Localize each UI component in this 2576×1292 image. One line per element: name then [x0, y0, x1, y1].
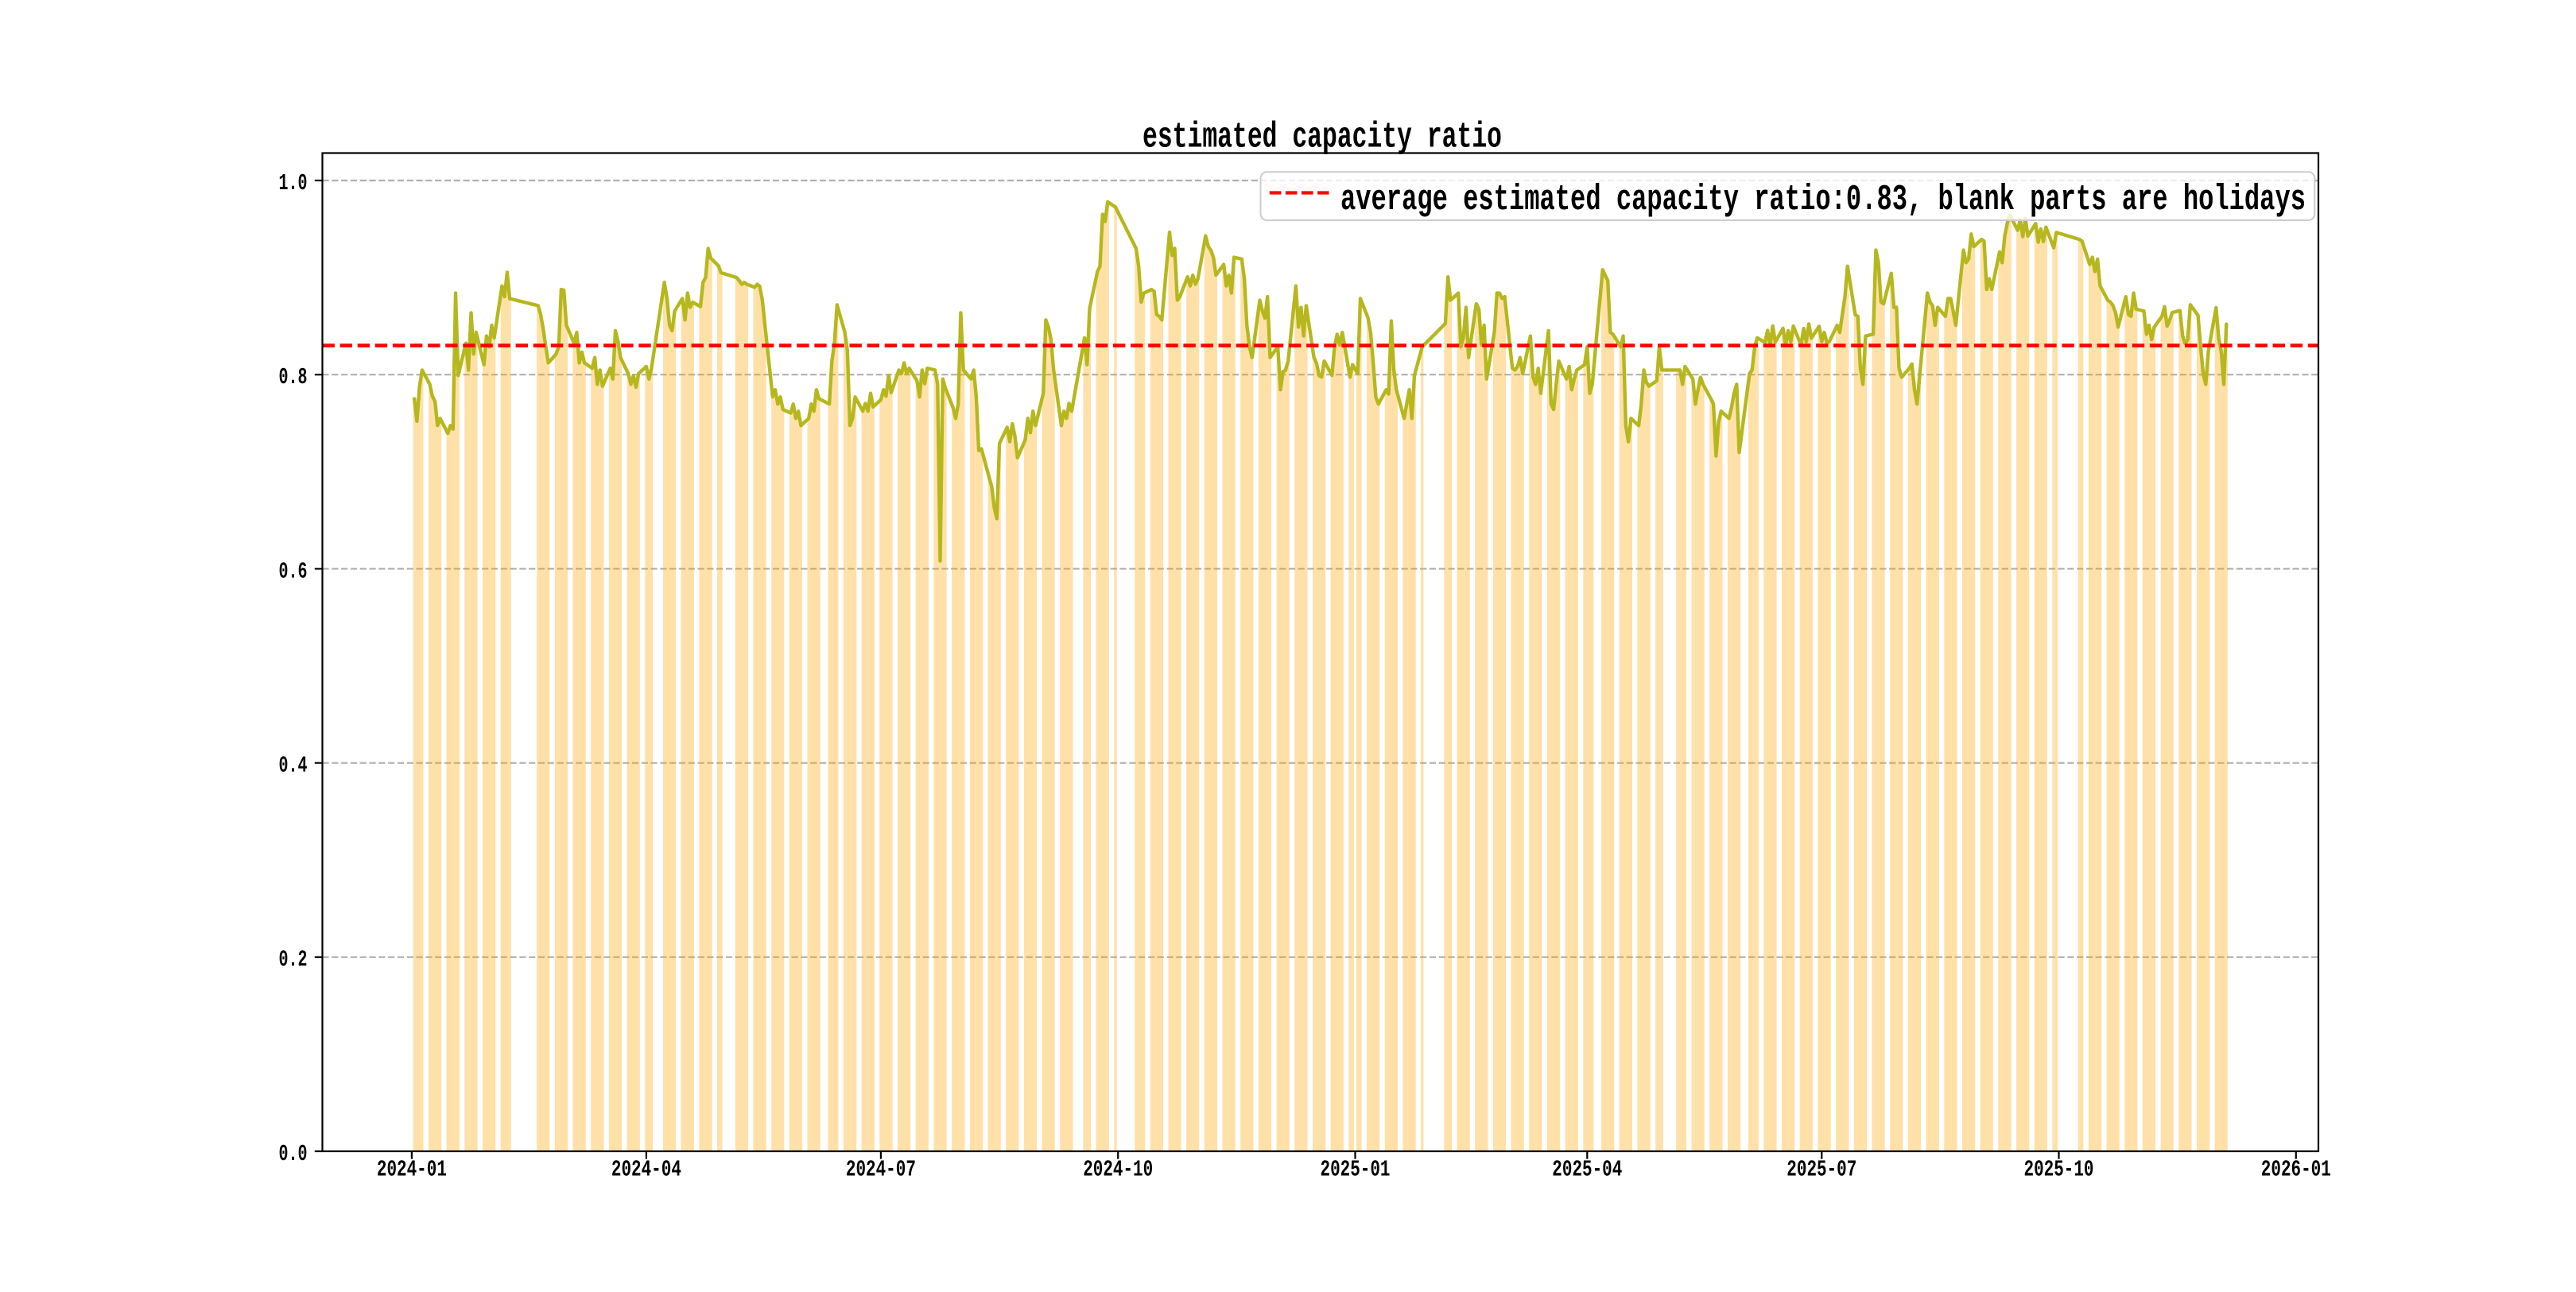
svg-text:2025-01: 2025-01: [1321, 1157, 1391, 1183]
svg-text:average estimated capacity rat: average estimated capacity ratio:0.83, b…: [1340, 180, 2306, 220]
svg-text:2026-01: 2026-01: [2261, 1157, 2331, 1183]
svg-text:0.2: 0.2: [279, 947, 308, 973]
svg-text:2024-04: 2024-04: [611, 1157, 681, 1183]
svg-text:estimated capacity ratio: estimated capacity ratio: [1143, 118, 1502, 158]
svg-text:0.0: 0.0: [279, 1141, 308, 1167]
svg-text:2024-07: 2024-07: [846, 1157, 916, 1183]
svg-text:0.8: 0.8: [279, 364, 308, 390]
svg-text:2025-07: 2025-07: [1787, 1157, 1856, 1183]
svg-text:0.6: 0.6: [279, 558, 308, 584]
svg-text:1.0: 1.0: [279, 170, 308, 196]
svg-text:0.4: 0.4: [279, 753, 308, 779]
svg-text:2025-04: 2025-04: [1552, 1157, 1622, 1183]
svg-text:2024-10: 2024-10: [1083, 1157, 1153, 1183]
svg-text:2024-01: 2024-01: [377, 1157, 447, 1183]
svg-text:2025-10: 2025-10: [2024, 1157, 2094, 1183]
